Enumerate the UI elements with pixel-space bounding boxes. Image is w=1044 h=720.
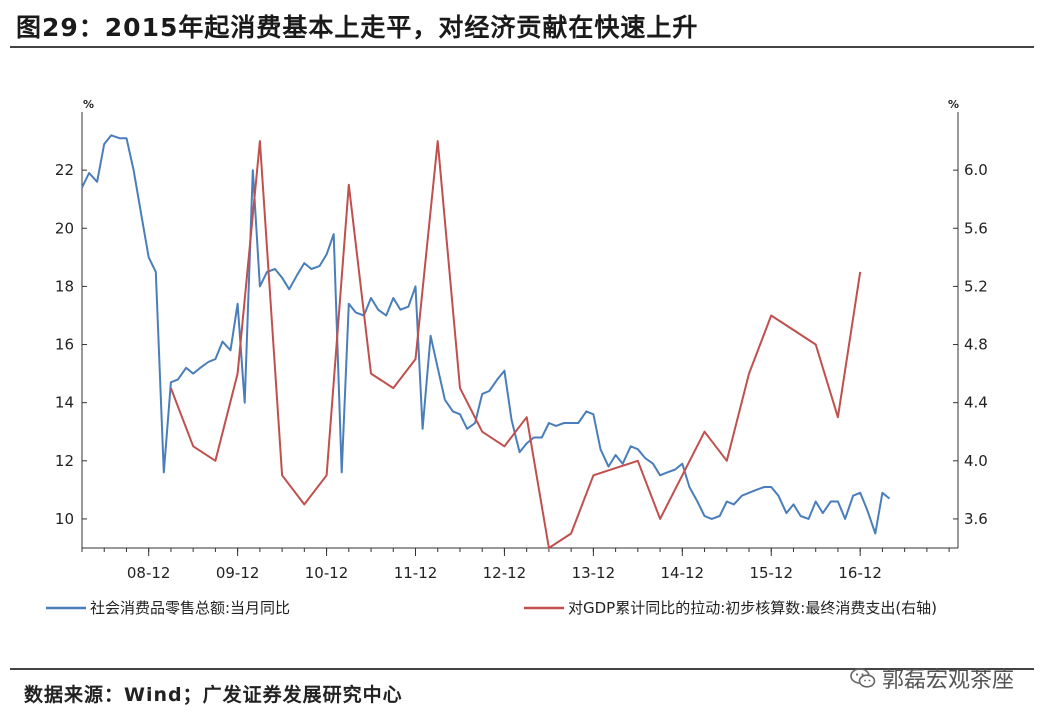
y-right-tick-label: 5.2 — [964, 277, 988, 295]
x-tick-label: 14-12 — [661, 564, 705, 582]
y-left-tick-label: 14 — [55, 394, 74, 412]
legend: 社会消费品零售总额:当月同比 对GDP累计同比的拉动:初步核算数:最终消费支出(右… — [46, 599, 937, 617]
x-tick-label: 13-12 — [572, 564, 616, 582]
y-right-unit: % — [948, 98, 959, 111]
y-right-tick-label: 3.6 — [964, 510, 988, 528]
y-left-tick-label: 22 — [55, 161, 74, 179]
source-rule — [10, 668, 1034, 670]
chart: % % 10 12 14 16 18 20 22 3.6 4.0 4.4 4.8 5.2 5.6 6.0 08-… — [46, 98, 988, 617]
y-right-tick-label: 6.0 — [964, 161, 988, 179]
y-right-tick-label: 4.8 — [964, 336, 988, 354]
legend-label-1: 社会消费品零售总额:当月同比 — [90, 599, 290, 617]
x-tick-label: 16-12 — [838, 564, 882, 582]
y-right-tick-label: 4.4 — [964, 394, 988, 412]
series-line-1 — [81, 134, 891, 535]
x-tick-label: 12-12 — [483, 564, 527, 582]
x-tick-label: 08-12 — [127, 564, 171, 582]
x-tick-label: 10-12 — [305, 564, 349, 582]
y-left-tick-label: 18 — [55, 277, 74, 295]
watermark: 郭磊宏观茶座 — [850, 662, 1014, 694]
series-layer — [81, 134, 891, 549]
chart-title: 图29：2015年起消费基本上走平，对经济贡献在快速上升 — [16, 13, 699, 42]
legend-label-2: 对GDP累计同比的拉动:初步核算数:最终消费支出(右轴) — [568, 599, 937, 617]
series-line-2 — [169, 140, 862, 549]
title-rule — [10, 46, 1034, 48]
x-tick-label: 11-12 — [394, 564, 438, 582]
y-right-tick-label: 4.0 — [964, 452, 988, 470]
y-left-tick-label: 20 — [55, 219, 74, 237]
y-left-tick-label: 10 — [55, 510, 74, 528]
y-left-unit: % — [83, 98, 94, 111]
source-note: 数据来源：Wind；广发证券发展研究中心 — [24, 684, 403, 706]
watermark-text: 郭磊宏观茶座 — [881, 668, 1014, 693]
axes: % % 10 12 14 16 18 20 22 3.6 4.0 4.4 4.8 5.2 5.6 6.0 08-… — [55, 98, 988, 582]
y-left-tick-label: 12 — [55, 452, 74, 470]
x-tick-label: 09-12 — [216, 564, 260, 582]
wechat-icon — [850, 668, 876, 688]
y-left-tick-label: 16 — [55, 336, 74, 354]
x-tick-label: 15-12 — [749, 564, 793, 582]
y-right-tick-label: 5.6 — [964, 219, 988, 237]
